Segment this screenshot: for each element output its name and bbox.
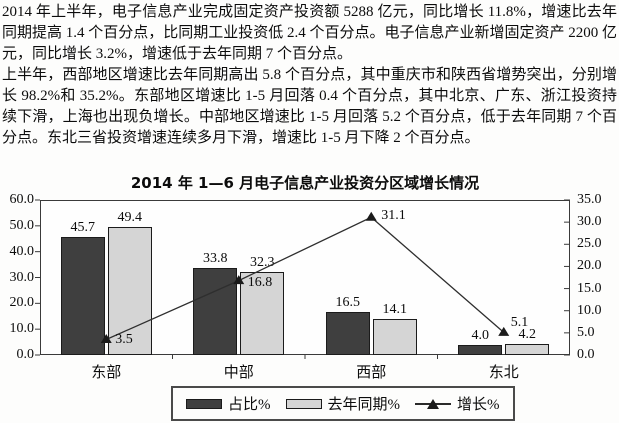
x-axis-label: 中部 — [223, 365, 254, 381]
left-axis-tick-label: 20.0 — [9, 295, 35, 311]
legend-label: 去年同期% — [327, 397, 401, 413]
dark-bar-swatch-icon — [186, 398, 222, 409]
bar-value-label: 4.2 — [518, 327, 537, 343]
bar-占比% — [458, 344, 503, 355]
paragraph-region-summary: 上半年，西部地区增速比去年同期高出 5.8 个百分点，其中重庆市和陕西省增势突出… — [2, 67, 617, 146]
triangle-line-marker-icon — [415, 398, 451, 410]
marker-value-label: 3.5 — [115, 331, 133, 347]
right-axis-tick-label: 15.0 — [577, 280, 602, 296]
right-axis-tick-label: 35.0 — [577, 192, 602, 207]
bar-value-label: 45.7 — [70, 219, 96, 235]
marker-value-label: 16.8 — [247, 274, 273, 290]
left-axis-tick-label: 50.0 — [9, 217, 35, 233]
x-axis-label: 西部 — [356, 365, 387, 381]
bar-value-label: 49.4 — [117, 210, 143, 226]
left-axis-tick-label: 40.0 — [9, 243, 35, 259]
bar-value-label: 33.8 — [203, 250, 228, 266]
left-axis-tick-label: 60.0 — [9, 192, 35, 207]
bar-value-label: 4.0 — [471, 327, 490, 343]
left-axis-tick-label: 10.0 — [9, 321, 35, 337]
right-axis-tick-label: 5.0 — [577, 324, 595, 340]
bar-占比% — [60, 236, 105, 355]
bar-value-label: 32.3 — [250, 254, 275, 270]
legend-item: 增长% — [415, 393, 500, 414]
light-bar-swatch-icon — [285, 398, 322, 409]
chart-title: 2014 年 1—6 月电子信息产业投资分区域增长情况 — [130, 174, 480, 192]
bar-value-label: 14.1 — [382, 301, 408, 317]
x-axis-label: 东北 — [488, 365, 519, 381]
left-axis-tick-label: 30.0 — [9, 269, 35, 285]
bar-去年同期% — [505, 344, 550, 355]
x-axis-label: 东部 — [91, 365, 122, 381]
chart-legend: 占比% 去年同期% 增长% — [171, 386, 515, 421]
bar-占比% — [325, 312, 370, 355]
right-axis-tick-label: 30.0 — [577, 214, 602, 230]
marker-value-label: 31.1 — [381, 208, 406, 224]
paragraph-investment-summary: 2014 年上半年，电子信息产业完成固定资产投资额 5288 亿元，同比增长 1… — [2, 4, 618, 62]
marker-value-label: 5.1 — [510, 315, 529, 331]
left-axis-tick-label: 0.0 — [16, 347, 35, 362]
right-axis-tick-label: 10.0 — [577, 302, 602, 318]
bar-value-label: 16.5 — [335, 295, 361, 311]
right-axis-tick-label: 20.0 — [577, 258, 602, 274]
legend-label: 增长% — [457, 397, 500, 413]
bar-占比% — [193, 267, 238, 355]
legend-label: 占比% — [228, 397, 271, 413]
bar-去年同期% — [372, 318, 417, 355]
right-axis-tick-label: 25.0 — [577, 236, 602, 252]
report-text: 2014 年上半年，电子信息产业完成固定资产投资额 5288 亿元，同比增长 1… — [2, 2, 617, 149]
right-axis-tick-label: 0.0 — [577, 347, 595, 362]
legend-item: 去年同期% — [285, 393, 401, 414]
legend-item: 占比% — [186, 393, 271, 414]
